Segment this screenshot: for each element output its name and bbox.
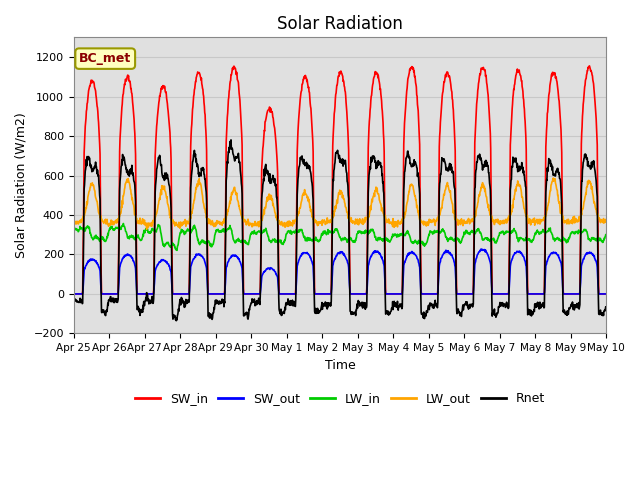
Legend: SW_in, SW_out, LW_in, LW_out, Rnet: SW_in, SW_out, LW_in, LW_out, Rnet [130, 387, 550, 410]
SW_out [248, 291, 255, 297]
Y-axis label: Solar Radiation (W/m2): Solar Radiation (W/m2) [15, 112, 28, 258]
LW_out [143, 227, 150, 232]
LW_out [549, 175, 557, 181]
SW_in [492, 291, 500, 297]
SW_in [70, 291, 77, 297]
SW_in [586, 63, 593, 69]
LW_out [602, 216, 610, 222]
Rnet [540, 303, 547, 309]
Rnet [70, 300, 77, 305]
LW_out [540, 217, 547, 223]
LW_out [70, 219, 77, 225]
SW_out [70, 291, 77, 297]
LW_in [493, 238, 500, 244]
LW_in [176, 231, 184, 237]
Rnet [248, 300, 256, 305]
SW_out [477, 246, 485, 252]
LW_out [492, 218, 500, 224]
Line: Rnet: Rnet [74, 140, 606, 321]
LW_out [176, 224, 184, 229]
SW_in [175, 291, 183, 297]
LW_out [423, 222, 431, 228]
Rnet [189, 159, 196, 165]
SW_out [540, 291, 547, 297]
SW_out [602, 291, 610, 297]
Rnet [227, 137, 235, 143]
Text: BC_met: BC_met [79, 52, 131, 65]
Rnet [172, 318, 180, 324]
LW_in [540, 228, 547, 233]
Line: SW_out: SW_out [74, 249, 606, 294]
Line: SW_in: SW_in [74, 66, 606, 294]
Rnet [176, 300, 184, 306]
LW_in [120, 221, 127, 227]
Rnet [423, 309, 431, 314]
SW_in [539, 291, 547, 297]
SW_in [188, 114, 196, 120]
X-axis label: Time: Time [324, 359, 355, 372]
LW_in [602, 232, 610, 238]
LW_in [189, 226, 196, 232]
SW_out [188, 259, 196, 265]
LW_in [423, 239, 431, 245]
SW_out [175, 291, 183, 297]
SW_in [422, 291, 430, 297]
LW_out [248, 224, 256, 230]
Rnet [602, 306, 610, 312]
LW_out [189, 206, 196, 212]
LW_in [70, 228, 77, 234]
SW_in [248, 291, 255, 297]
SW_in [602, 291, 610, 297]
Line: LW_in: LW_in [74, 224, 606, 251]
SW_out [422, 291, 430, 297]
Line: LW_out: LW_out [74, 178, 606, 229]
SW_out [492, 291, 500, 297]
Rnet [493, 312, 500, 318]
LW_in [173, 248, 181, 253]
LW_in [248, 229, 256, 235]
Title: Solar Radiation: Solar Radiation [277, 15, 403, 33]
